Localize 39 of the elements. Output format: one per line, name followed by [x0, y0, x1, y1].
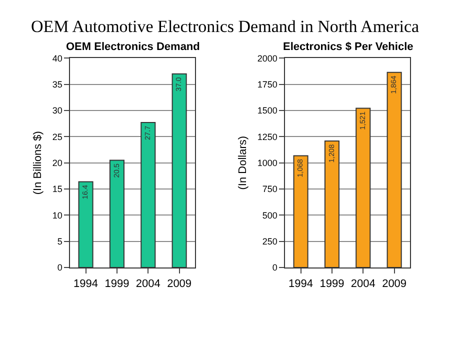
- x-tick-label: 1994: [288, 278, 314, 290]
- x-tick-label: 2009: [167, 278, 192, 290]
- data-label: 16.4: [80, 185, 90, 200]
- y-tick-label: 40: [52, 53, 62, 64]
- x-tick-label: 2004: [350, 278, 376, 290]
- data-label: 1,208: [326, 144, 336, 163]
- y-axis-title: (In Billions $): [32, 131, 44, 195]
- x-tick-label: 2004: [136, 278, 160, 290]
- y-tick-label: 2000: [257, 53, 278, 64]
- y-tick-label: 10: [52, 210, 62, 220]
- x-tick-label: 1999: [104, 278, 130, 290]
- y-tick-label: 0: [272, 262, 278, 273]
- chart-title: Electronics $ Per Vehicle: [283, 41, 414, 53]
- data-label: 1,521: [358, 112, 367, 130]
- y-tick-label: 1500: [257, 106, 278, 116]
- y-tick-label: 30: [52, 106, 62, 116]
- y-tick-label: 5: [57, 236, 62, 247]
- text: OEM Automotive Electronics Demand in North America: [31, 17, 420, 36]
- y-tick-label: 1750: [257, 79, 278, 90]
- y-tick-label: 20: [52, 158, 62, 168]
- y-tick-label: 0: [57, 262, 62, 273]
- chart-title: OEM Electronics Demand: [66, 41, 200, 53]
- y-tick-label: 35: [52, 79, 62, 90]
- x-tick-label: 2009: [382, 278, 407, 290]
- y-tick-label: 500: [262, 210, 278, 220]
- y-tick-label: 1250: [257, 132, 278, 142]
- y-tick-label: 750: [262, 184, 278, 194]
- y-tick-label: 250: [262, 236, 278, 247]
- y-tick-label: 15: [52, 184, 62, 194]
- data-label: 1,068: [296, 159, 305, 178]
- data-label: 20.5: [112, 164, 121, 178]
- y-tick-label: 25: [52, 132, 62, 142]
- x-tick-label: 1994: [74, 278, 98, 290]
- y-axis-title: (In Dollars): [237, 136, 250, 190]
- data-label: 1,864: [389, 76, 398, 94]
- data-label: 27.7: [142, 126, 152, 140]
- y-tick-label: 1000: [257, 158, 278, 168]
- x-tick-label: 1999: [320, 278, 344, 290]
- data-label: 37.0: [174, 77, 184, 92]
